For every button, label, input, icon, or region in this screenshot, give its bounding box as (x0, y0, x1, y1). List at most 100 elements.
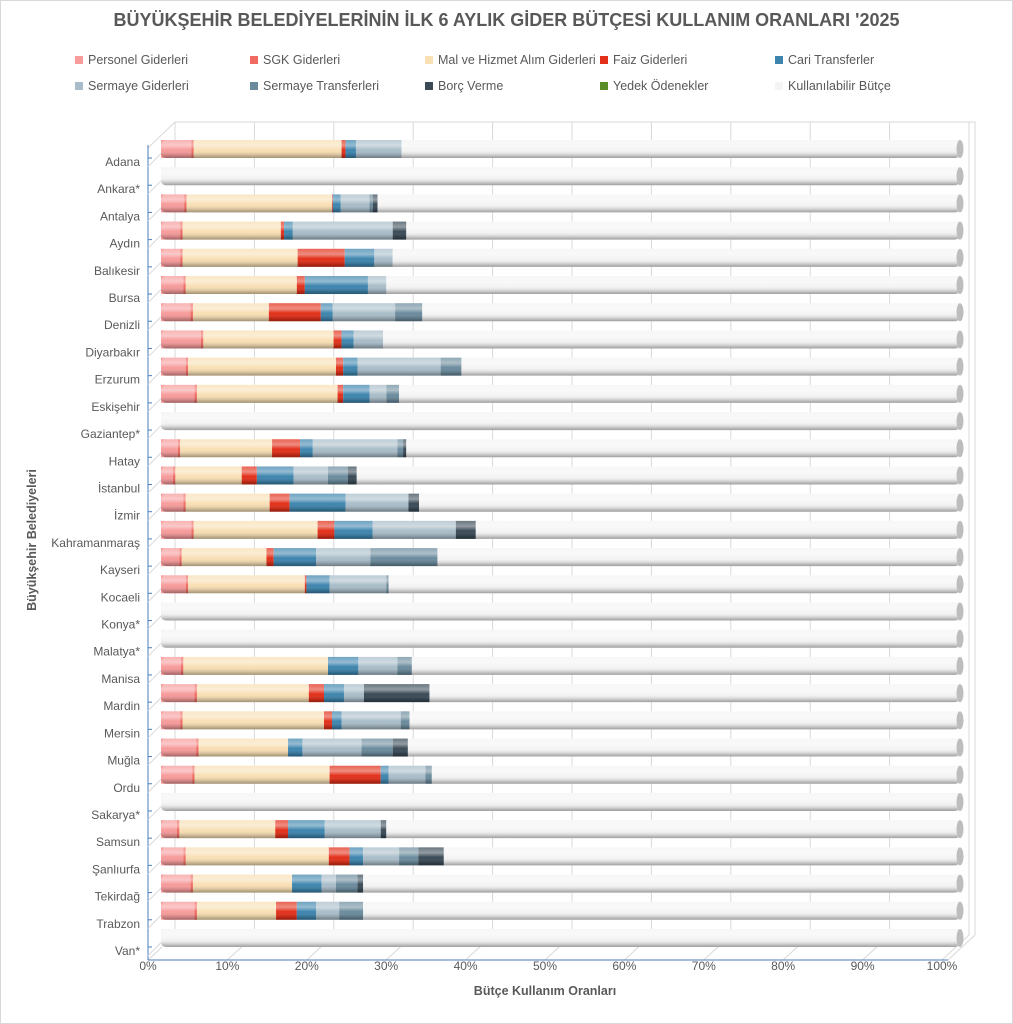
floor-line (147, 234, 162, 249)
legend-item: Faiz Giderleri (600, 53, 687, 67)
y-tick-label: Trabzon (96, 917, 140, 931)
floor-line (147, 915, 162, 929)
y-tick-label: Şanlıurfa (92, 862, 140, 876)
bar-end-cap (956, 412, 964, 431)
y-tick-label: Adana (105, 155, 140, 169)
bar-end-cap (956, 711, 964, 730)
x-tick-label: 60% (612, 959, 636, 973)
bar-shading (161, 711, 960, 730)
y-tick-label: Ordu (113, 781, 140, 795)
bar-end-cap (956, 357, 964, 376)
bar-shading (161, 792, 960, 811)
bar-shading (161, 221, 960, 240)
floor-line (147, 370, 162, 385)
bar-end-cap (956, 439, 964, 458)
bar-shading (161, 629, 960, 648)
y-tick-label: Kahramanmaraş (51, 536, 140, 550)
legend-label: Sermaye Transferleri (263, 79, 380, 93)
floor-line (147, 561, 162, 576)
floor-line (147, 289, 162, 303)
legend-label: Faiz Giderleri (613, 53, 688, 67)
y-tick-label: Kayseri (100, 563, 140, 577)
y-tick-label: Diyarbakır (85, 345, 140, 359)
legend-label: Cari Transferler (788, 53, 875, 67)
bar-shading (161, 248, 960, 267)
bar-end-cap (956, 602, 964, 621)
bar-end-cap (956, 656, 964, 675)
bar-shading (161, 684, 960, 703)
x-tick-label: 90% (851, 959, 875, 973)
floor-line (147, 479, 162, 494)
y-tick-label: Tekirdağ (95, 890, 140, 904)
bar-end-cap (956, 276, 964, 295)
floor-line (147, 642, 162, 657)
floor-line (147, 697, 162, 712)
floor-line (147, 887, 162, 902)
bar-shading (161, 439, 960, 458)
x-tick-label: 80% (771, 959, 795, 973)
bar-end-cap (956, 792, 964, 811)
floor-line (147, 153, 162, 167)
x-tick-label: 20% (295, 959, 319, 973)
y-tick-label: Bursa (109, 291, 141, 305)
bar-end-cap (956, 303, 964, 322)
y-tick-label: Sakarya* (91, 808, 140, 822)
chart-title: BÜYÜKŞEHİR BELEDİYELERİNİN İLK 6 AYLIK G… (113, 10, 900, 30)
bar-end-cap (956, 765, 964, 784)
floor-line (147, 343, 162, 358)
floor-line (147, 207, 162, 222)
y-tick-label: Antalya (100, 209, 140, 223)
bar-end-cap (956, 548, 964, 567)
legend-label: Yedek Ödenekler (613, 79, 709, 93)
x-tick-label: 100% (927, 959, 958, 973)
floor-line (147, 506, 162, 521)
floor-line (147, 452, 162, 467)
y-tick-label: Ankara* (97, 182, 140, 196)
y-tick-label: Malatya* (93, 645, 140, 659)
floor-line (147, 180, 162, 195)
legend-label: Kullanılabilir Bütçe (788, 79, 891, 93)
legend-swatch (600, 56, 608, 64)
bar-shading (161, 194, 960, 213)
bar-end-cap (956, 384, 964, 403)
bar-end-cap (956, 140, 964, 158)
bar-shading (161, 303, 960, 322)
bar-end-cap (956, 221, 964, 240)
bar-end-cap (956, 575, 964, 594)
legend-item: Mal ve Hizmet Alım Giderleri (425, 53, 596, 67)
legend-label: Sermaye Giderleri (88, 79, 189, 93)
legend-item: Yedek Ödenekler (600, 79, 708, 93)
legend-label: Mal ve Hizmet Alım Giderleri (438, 53, 596, 67)
bar-shading (161, 357, 960, 376)
bar-shading (161, 847, 960, 866)
y-tick-label: Gaziantep* (81, 427, 141, 441)
floor-line (147, 942, 162, 956)
bar-shading (161, 738, 960, 757)
bar-end-cap (956, 194, 964, 213)
floor-line (147, 724, 162, 739)
bar-end-cap (956, 330, 964, 349)
legend-label: Personel Giderleri (88, 53, 189, 67)
x-axis-title: Bütçe Kullanım Oranları (474, 984, 616, 998)
legend-swatch (75, 82, 83, 90)
bar-end-cap (956, 847, 964, 866)
y-tick-label: Mardin (103, 699, 140, 713)
y-tick-label: Balıkesir (94, 264, 140, 278)
floor-line (147, 588, 162, 603)
y-tick-label: Konya* (101, 618, 140, 632)
y-tick-label: Kocaeli (101, 590, 140, 604)
bar-shading (161, 466, 960, 485)
y-tick-label: Denizli (104, 318, 140, 332)
y-tick-label: Mersin (104, 726, 140, 740)
floor-gridline (941, 934, 970, 961)
bar-shading (161, 765, 960, 784)
bar-shading (161, 276, 960, 295)
legend-swatch (600, 82, 608, 90)
legend-label: Borç Verme (438, 79, 504, 93)
floor-line (147, 262, 162, 276)
floor-line (147, 398, 162, 412)
legend-item: Personel Giderleri (75, 53, 188, 67)
bar-end-cap (956, 248, 964, 267)
floor-line (147, 670, 162, 684)
floor-line (147, 316, 162, 331)
